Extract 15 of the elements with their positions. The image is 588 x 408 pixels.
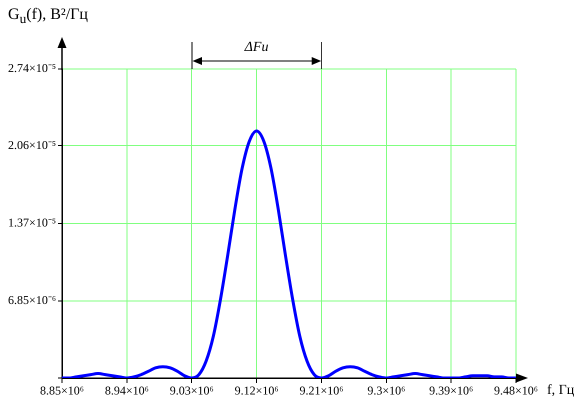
x-tick-label: 9.21×10⁶: [299, 383, 344, 398]
x-tick-label: 9.39×10⁶: [429, 383, 474, 398]
y-tick-label: 2.06×10⁻⁵: [8, 138, 56, 152]
x-axis-title: f, Гц: [547, 383, 574, 398]
y-tick-label: 6.85×10⁻⁶: [8, 292, 56, 307]
y-tick-label: 1.37×10⁻⁵: [8, 216, 56, 230]
x-tick-label: 9.48×10⁶: [494, 383, 538, 398]
x-tick-label: 8.94×10⁶: [104, 383, 149, 398]
text: ΔFu: [244, 40, 268, 56]
y-axis-title: G$_{u}$(f), В²/Гц: [8, 6, 88, 27]
x-tick-label: 9.3×10⁶: [367, 383, 406, 398]
x-tick-label: 9.12×10⁶: [234, 383, 279, 398]
y-tick-label: 2.74×10⁻⁵: [8, 61, 56, 76]
x-tick-label: 9.03×10⁶: [170, 383, 214, 398]
x-tick-label: 8.85×10⁶: [40, 383, 84, 398]
